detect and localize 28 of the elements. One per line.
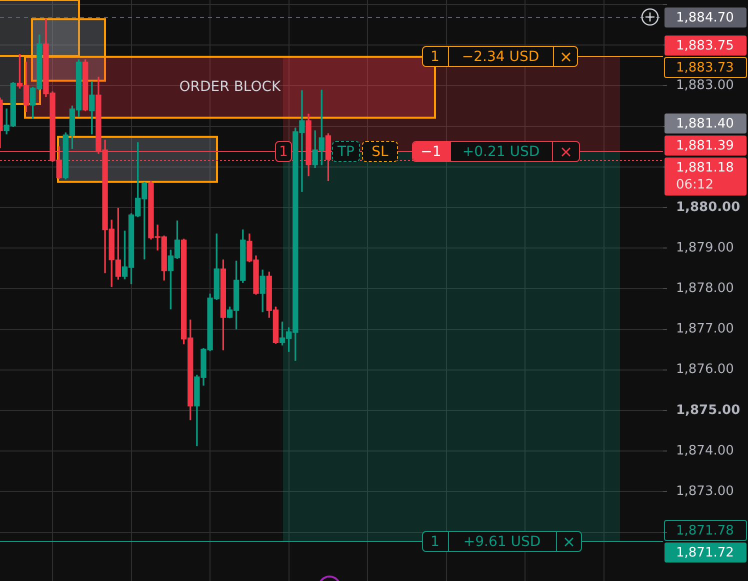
ref-line-label: 1,871.78 [676,523,734,538]
y-tick-label: 1,873.00 [676,484,734,500]
y-tick-label: 1,879.00 [676,240,734,256]
annotation: −2.34 USD [462,49,540,65]
y-tick-label: 1,883.00 [676,78,734,94]
ref-line-label: 1,881.18 [676,160,734,176]
annotation: TP [338,144,354,160]
annotation: +0.21 USD [462,144,540,160]
annotation: 1 [430,49,440,65]
text: 1,871.72 [676,545,734,560]
ref-line-label: 1,884.70 [676,10,734,26]
y-tick-label: 1,875.00 [676,402,740,418]
y-tick-label: 1,880.00 [676,200,740,215]
annotation: 1 [430,534,440,550]
annotation: 1 [279,144,288,160]
y-tick-label: 1,876.00 [676,362,734,378]
y-tick-label: 1,877.00 [676,322,734,337]
band-label: ORDER BLOCK [179,78,282,95]
ref-line-label: 1,883.73 [676,60,734,76]
y-tick-label: 1,878.00 [676,281,734,296]
annotation: +9.61 USD [463,534,541,550]
annotation: SL [372,144,388,160]
ref-line-label: 1,881.39 [676,138,734,154]
text: 06:12 [676,177,714,192]
text: 1,881.40 [676,116,734,132]
text: 1,883.75 [676,38,734,54]
annotation: −1 [420,144,442,160]
y-tick-label: 1,874.00 [676,443,734,458]
